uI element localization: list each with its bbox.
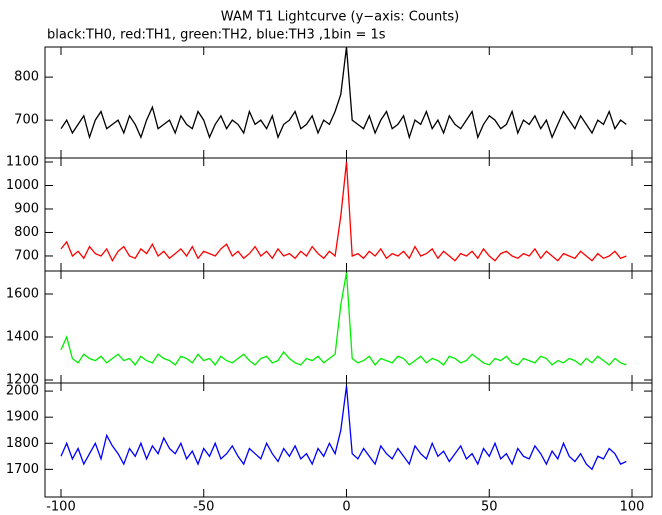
light-curve [60, 272, 627, 366]
x-tick-label: 100 [620, 500, 645, 515]
chart-title: WAM T1 Lightcurve (y−axis: Counts) [221, 10, 459, 25]
x-tick-label: -50 [193, 500, 214, 515]
y-tick-label: 1700 [6, 462, 39, 477]
panel-frame [44, 46, 653, 159]
y-tick-label: 1400 [6, 329, 39, 344]
y-tick-label: 1000 [6, 178, 39, 193]
y-tick-label: 700 [14, 113, 39, 128]
y-tick-label: 700 [14, 248, 39, 263]
chart-subtitle: black:TH0, red:TH1, green:TH2, blue:TH3 … [47, 28, 386, 43]
x-tick-label: 50 [481, 500, 498, 515]
panel-frame [44, 382, 653, 498]
panel-frame [44, 270, 653, 384]
light-curve [60, 385, 627, 471]
y-tick-label: 1800 [6, 436, 39, 451]
light-curve [60, 161, 627, 263]
y-tick-label: 1100 [6, 154, 39, 169]
x-tick-label: 0 [342, 500, 350, 515]
y-tick-label: 2000 [6, 384, 39, 399]
y-tick-label: 900 [14, 201, 39, 216]
y-tick-label: 1600 [6, 287, 39, 302]
x-tick-label: -100 [46, 500, 76, 515]
y-tick-label: 800 [14, 225, 39, 240]
y-tick-label: 1900 [6, 410, 39, 425]
y-tick-label: 1200 [6, 372, 39, 387]
light-curve [60, 46, 627, 140]
y-tick-label: 800 [14, 70, 39, 85]
panel-frame [44, 157, 653, 272]
